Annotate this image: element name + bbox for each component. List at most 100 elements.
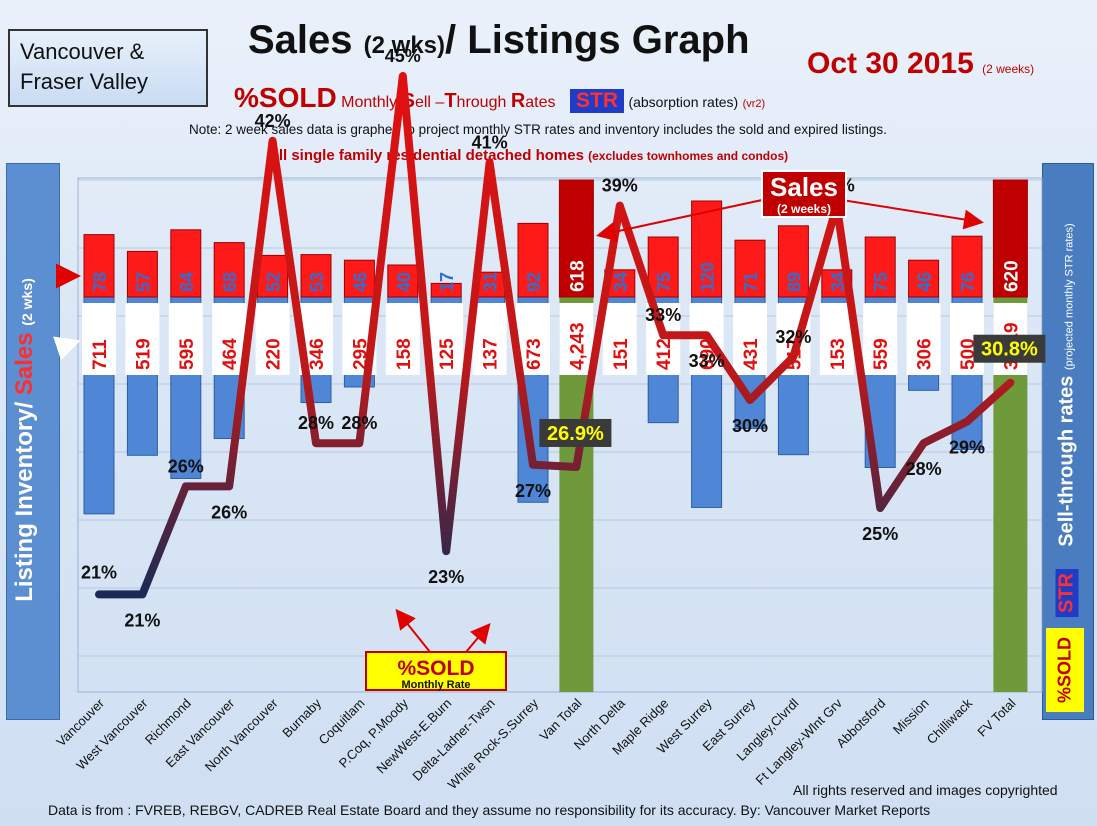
subtitle-absorption: (absorption rates) (628, 94, 739, 110)
str-label: 27% (515, 481, 551, 501)
sales-bar (430, 282, 462, 298)
sales-value-label: 89 (784, 272, 804, 292)
subtitle-ell: ell – (414, 94, 445, 111)
sales-value-label: 84 (177, 272, 197, 292)
str-label: 25% (862, 524, 898, 544)
inventory-label-box (82, 303, 116, 375)
inventory-value-label: 158 (394, 338, 415, 370)
inventory-value-label: 595 (177, 338, 198, 370)
inventory-value-label: 151 (611, 338, 632, 370)
sales-callout-arrow-left (596, 199, 763, 242)
x-axis-label: Mission (890, 696, 932, 738)
sales-value-label: 31 (481, 272, 501, 292)
subtitle-r: R (510, 90, 526, 112)
copyright-text: All rights reserved and images copyright… (793, 782, 1058, 798)
sales-bar (126, 250, 158, 298)
sales-value-label: 75 (871, 272, 891, 292)
inventory-value-label: 306 (915, 338, 936, 370)
sales-bar (647, 236, 679, 298)
sales-value-label: 75 (654, 272, 674, 292)
sales-callout-arrow-right (841, 199, 984, 230)
sales-bar (908, 259, 940, 298)
sales-bar (387, 264, 419, 298)
subtitle-version: (vr2) (742, 98, 766, 110)
date-text: Oct 30 2015 (807, 47, 974, 80)
inventory-label-box (385, 303, 420, 375)
str-label: 26% (211, 502, 247, 522)
str-labels: 21% 21% 26% 26% 42% 28% 28% 45% 23% 41% 27% 26.9% 39… (81, 46, 1046, 630)
inventory-value-label: 137 (481, 338, 502, 370)
sales-bars: 78 57 84 68 52 53 46 40 17 31 92 618 34 75 120 71 89 34 75… (83, 179, 1028, 298)
note-homes-small: (excludes townhomes and condos) (588, 149, 789, 163)
subtitle: %SOLD Monthly Sell –Through Rates STR (a… (234, 82, 765, 114)
str-label: 21% (81, 562, 117, 582)
sales-bar (83, 234, 115, 298)
inventory-axis-arrow (53, 336, 81, 361)
sales-value-label: 68 (220, 272, 240, 292)
str-label: 33% (689, 351, 725, 371)
sales-value-label: 17 (437, 272, 457, 292)
title-main: Sales (248, 18, 353, 62)
inventory-value-label: 412 (654, 338, 675, 370)
sales-value-label: 53 (307, 272, 327, 292)
sales-bar (777, 225, 809, 298)
x-axis-label: North Vancouver (202, 695, 281, 774)
inventory-value-label: 431 (741, 338, 762, 370)
inventory-label-box (429, 303, 464, 375)
title-small: (2 wks) (363, 32, 446, 59)
inventory-value-label: 346 (307, 338, 328, 370)
sales-value-label: 78 (90, 272, 110, 292)
sales-bar (951, 235, 983, 298)
note-homes-main: All single family residential detached h… (268, 147, 584, 164)
inventory-label-box (602, 303, 637, 375)
sales-bar (864, 236, 896, 298)
subtitle-hrough: hrough (456, 94, 507, 111)
inventory-label-box (168, 303, 203, 375)
subtitle-str-badge: STR (569, 89, 624, 113)
str-label: 21% (124, 610, 160, 630)
sales-value-label: 46 (915, 272, 935, 292)
sales-value-label: 618 (567, 260, 588, 292)
str-label: 23% (428, 567, 464, 587)
inventory-label-box (125, 303, 160, 375)
str-label: 26% (168, 456, 204, 476)
x-axis-label: FV Total (974, 695, 1018, 739)
report-date: Oct 30 2015 (2 weeks) (807, 47, 1034, 81)
inventory-label-box (255, 303, 290, 375)
left-axis-panel (6, 163, 60, 720)
str-label: 28% (341, 413, 377, 433)
str-total-label: 30.8% (981, 339, 1038, 361)
subtitle-monthly: Monthly (341, 94, 398, 111)
str-label: 30% (732, 416, 768, 436)
inventory-value-label: 673 (524, 338, 545, 370)
sales-value-label: 120 (698, 262, 718, 292)
sales-callout-sub: (2 weeks) (777, 202, 831, 216)
sales-value-label: 52 (264, 272, 284, 292)
sales-callout-box (761, 170, 847, 218)
sales-value-label: 620 (1001, 260, 1022, 292)
region-line-1: Vancouver & (20, 39, 145, 64)
sold-callout-arrow-right (465, 622, 491, 653)
sold-callout-title: %SOLD (397, 657, 474, 680)
inventory-value-label: 464 (220, 338, 241, 370)
x-axis-label: NewWest-E.Burn (373, 696, 454, 777)
inventory-value-label: 125 (437, 338, 458, 370)
sales-value-label: 46 (350, 272, 370, 292)
str-total-label-box (539, 418, 612, 447)
sold-callout-arrow-left (395, 608, 431, 653)
sales-value-label: 92 (524, 272, 544, 292)
x-axis-label: Delta-Ladner-Twsn (409, 696, 497, 784)
str-label: 39% (602, 176, 638, 196)
str-line (95, 72, 1015, 599)
str-label: 29% (949, 438, 985, 458)
right-sold-badge: %SOLD (1046, 628, 1084, 712)
subtitle-t: T (444, 90, 457, 112)
inventory-value-label: 711 (90, 339, 111, 370)
str-total-label: 26.9% (547, 423, 604, 445)
sold-callout-sub: Monthly Rate (401, 679, 470, 691)
x-axis-label: Ft Langley-Wlnt Grv (753, 695, 846, 788)
sales-total-bar (558, 179, 594, 298)
sales-total-bar (992, 179, 1028, 298)
sales-value-label: 34 (828, 272, 848, 292)
